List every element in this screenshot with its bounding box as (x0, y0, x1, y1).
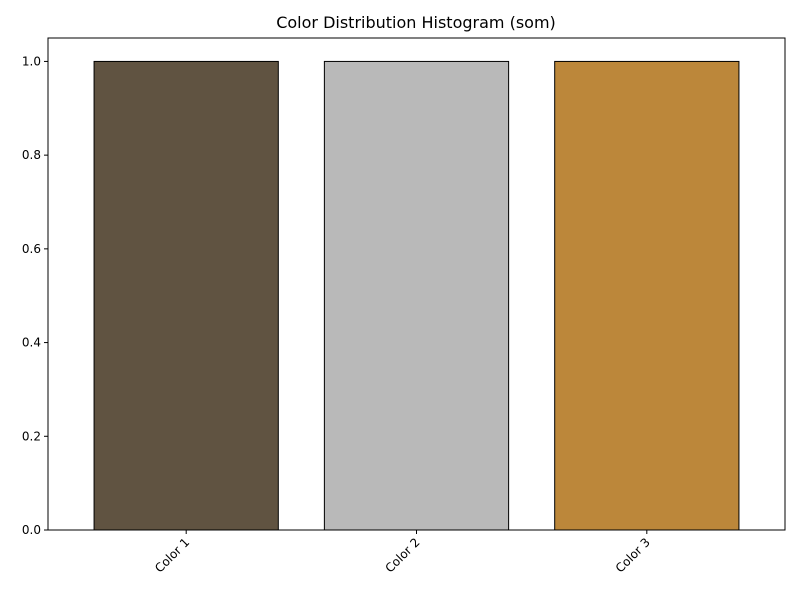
x-tick-label: Color 3 (613, 535, 653, 575)
y-tick-label: 0.8 (22, 148, 41, 162)
y-tick-label: 1.0 (22, 54, 41, 68)
bar-color-1 (93, 60, 279, 531)
y-tick-label: 0.2 (22, 429, 41, 443)
x-tick-label: Color 1 (152, 535, 192, 575)
bar-color-2 (323, 60, 510, 531)
y-tick-label: 0.4 (22, 336, 41, 350)
chart-title: Color Distribution Histogram (som) (276, 13, 556, 32)
y-tick-label: 0.6 (22, 242, 41, 256)
x-tick-label: Color 2 (382, 535, 422, 575)
bars-layer (93, 60, 740, 531)
bar-color-3 (554, 60, 740, 531)
y-axis: 0.0 0.2 0.4 0.6 0.8 1.0 (22, 54, 48, 537)
x-axis: Color 1 Color 2 Color 3 (152, 530, 653, 575)
y-tick-label: 0.0 (22, 523, 41, 537)
